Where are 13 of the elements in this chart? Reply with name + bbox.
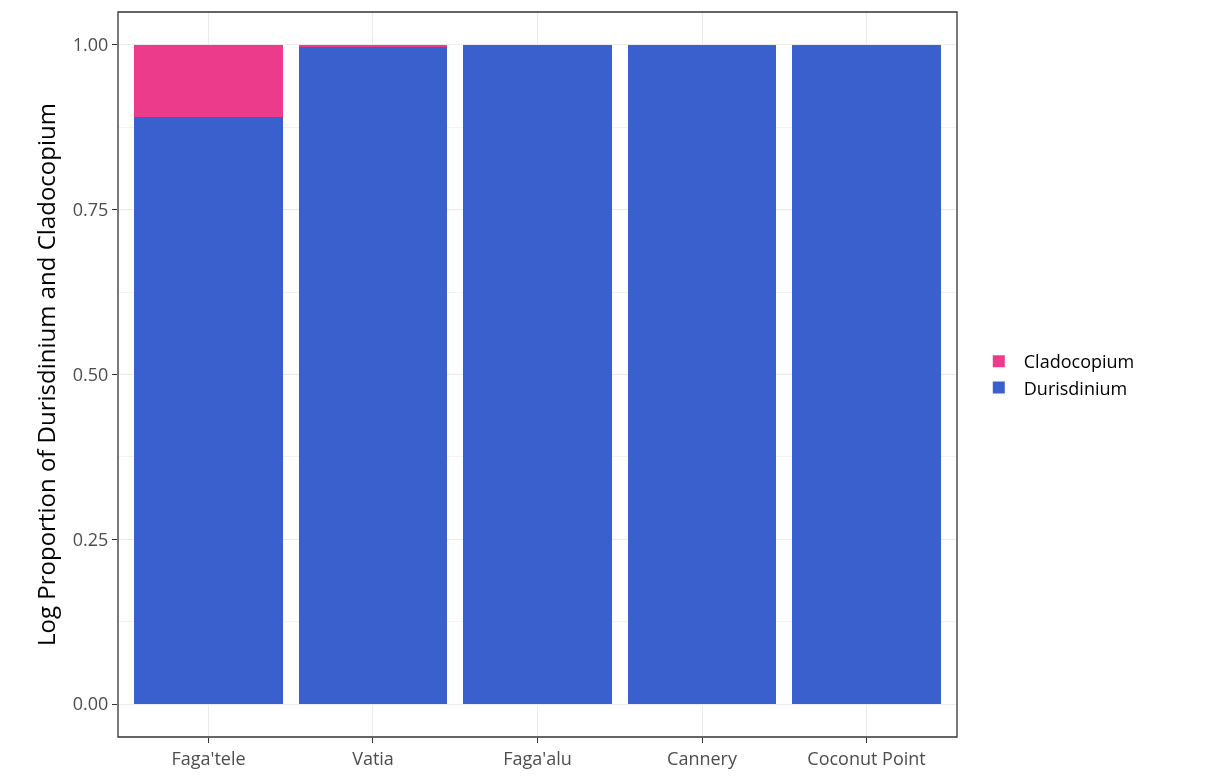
x-tick-label: Faga'alu: [503, 745, 572, 770]
legend-label: Durisdinium: [1023, 375, 1128, 400]
x-tick-label: Cannery: [667, 745, 738, 770]
y-tick-label: 0.00: [72, 691, 109, 716]
legend-label: Cladocopium: [1023, 349, 1135, 374]
y-tick-label: 0.75: [72, 197, 109, 222]
y-tick-label: 0.50: [72, 361, 109, 386]
x-tick-label: Coconut Point: [807, 745, 926, 770]
x-tick-label: Faga'tele: [171, 745, 246, 770]
y-tick-label: 0.25: [72, 526, 109, 551]
x-tick-label: Vatia: [352, 745, 394, 770]
y-axis-title: Log Proportion of Durisdinium and Cladocopium: [28, 103, 62, 646]
y-tick-label: 1.00: [72, 32, 109, 57]
